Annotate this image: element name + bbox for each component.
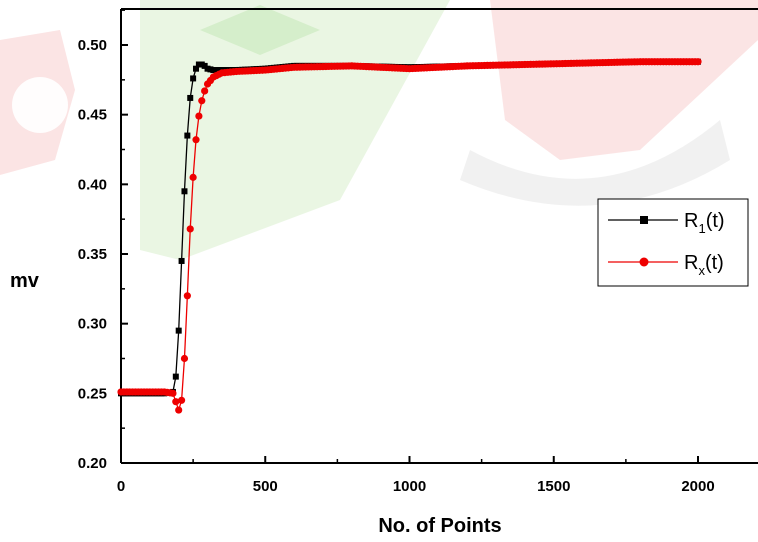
data-point (694, 58, 702, 66)
series-markers-2 (117, 58, 702, 414)
legend-marker (640, 216, 648, 224)
legend-label: Rx(t) (684, 252, 724, 278)
data-point (177, 396, 186, 404)
data-point (175, 406, 183, 414)
data-point (178, 257, 185, 264)
data-point (192, 136, 200, 144)
x-tick-label: 1000 (393, 478, 426, 495)
legend: R1(t) Rx(t) (597, 198, 749, 287)
y-tick-label: 0.40 (78, 176, 107, 193)
data-point (181, 188, 188, 195)
data-point (193, 65, 200, 72)
data-point (187, 94, 194, 101)
x-tick-label: 2000 (681, 478, 714, 495)
y-tick-label: 0.50 (78, 37, 107, 54)
data-point (180, 354, 189, 363)
y-tick-label: 0.35 (78, 246, 107, 263)
data-point (184, 132, 191, 139)
y-tick-label: 0.25 (78, 385, 107, 402)
data-point (183, 292, 191, 300)
x-axis-title: No. of Points (378, 515, 501, 537)
legend-box (597, 198, 749, 287)
x-tick-label: 0 (117, 478, 125, 495)
y-tick-label: 0.30 (78, 316, 107, 333)
legend-item-2: Rx(t) (608, 252, 724, 278)
data-point (189, 173, 197, 181)
data-point (172, 373, 179, 380)
legend-item-1: R1(t) (608, 210, 725, 236)
data-point (198, 97, 206, 105)
legend-label: R1(t) (684, 210, 725, 236)
x-tick-label: 1500 (537, 478, 570, 495)
data-point (195, 112, 203, 120)
data-point (175, 327, 182, 334)
y-tick-label: 0.20 (78, 455, 107, 472)
data-point (169, 389, 177, 397)
legend-marker (639, 257, 649, 267)
data-point (190, 75, 197, 82)
x-tick-label: 500 (253, 478, 278, 495)
data-point (201, 87, 209, 95)
data-point (172, 398, 180, 406)
y-axis-ticks: 0.20 0.25 0.30 0.35 0.40 0.45 0.50 (78, 9, 128, 472)
x-axis-ticks: 0 500 1000 1500 2000 (117, 456, 715, 495)
plot-area (120, 8, 758, 464)
y-tick-label: 0.45 (78, 107, 107, 124)
series-layer (117, 58, 702, 414)
data-point (186, 225, 194, 233)
y-axis-title: mv (10, 270, 40, 292)
